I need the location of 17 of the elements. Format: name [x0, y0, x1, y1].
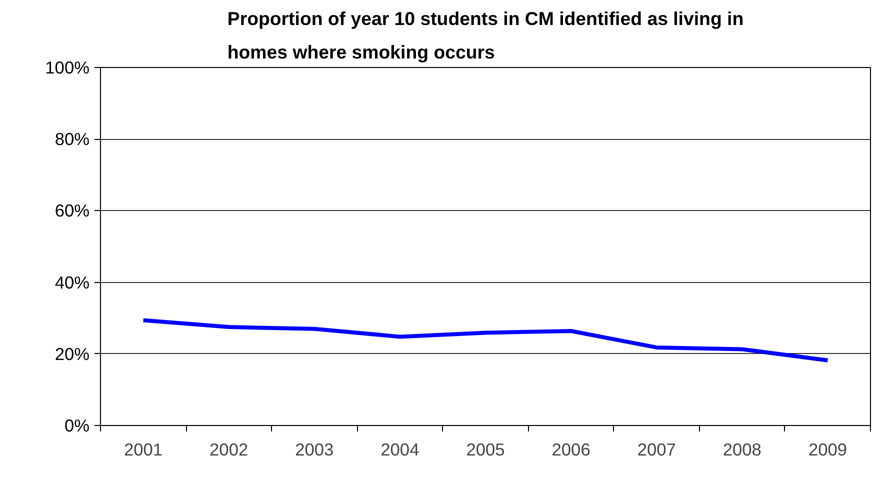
x-tick-label: 2006 [552, 440, 590, 460]
x-tick-label: 2007 [637, 440, 676, 460]
x-tick-label: 2004 [380, 440, 420, 460]
chart-title: Proportion of year 10 students in CM identified as living in homes where smoking occurs [227, 8, 744, 62]
y-tick-label: 40% [54, 272, 90, 292]
y-tick-label: 20% [54, 344, 90, 364]
x-tick-label: 2009 [808, 440, 848, 460]
x-tick-label: 2008 [722, 440, 762, 460]
x-tick-label: 2003 [295, 440, 334, 460]
y-tick-label: 0% [64, 416, 90, 436]
x-tick-label: 2002 [210, 440, 248, 460]
x-tick-label: 2005 [466, 440, 505, 460]
y-tick-label: 100% [45, 58, 90, 78]
line-series [141, 318, 830, 362]
x-tick-label: 2001 [124, 440, 163, 460]
y-tick-label: 80% [54, 129, 90, 150]
y-tick-label: 60% [54, 200, 90, 221]
